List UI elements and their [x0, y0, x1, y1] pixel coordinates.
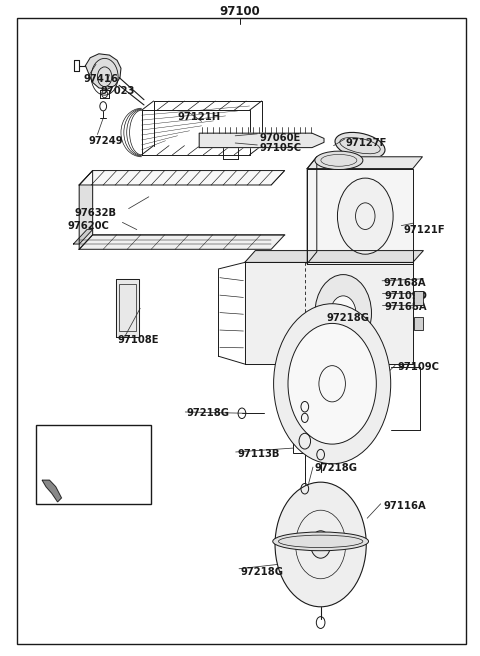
Text: 97100: 97100: [220, 5, 260, 18]
Circle shape: [274, 304, 391, 464]
Text: 97218G: 97218G: [326, 312, 370, 323]
Bar: [293, 430, 317, 453]
Text: 97620C: 97620C: [67, 221, 109, 232]
Text: 97109D: 97109D: [385, 291, 428, 301]
Circle shape: [275, 482, 366, 607]
Ellipse shape: [315, 151, 363, 169]
Polygon shape: [307, 157, 422, 169]
Polygon shape: [307, 157, 317, 264]
Polygon shape: [42, 480, 61, 502]
Polygon shape: [79, 235, 285, 249]
Polygon shape: [85, 54, 121, 89]
Text: 97176E: 97176E: [79, 482, 120, 491]
Text: 97632B: 97632B: [74, 207, 117, 218]
Ellipse shape: [335, 133, 385, 159]
Polygon shape: [116, 279, 139, 337]
Circle shape: [315, 275, 372, 352]
Text: 97249: 97249: [89, 136, 123, 146]
Text: 97168A: 97168A: [384, 278, 427, 289]
Text: 97060E: 97060E: [259, 133, 300, 143]
Circle shape: [337, 178, 393, 254]
Polygon shape: [307, 169, 413, 264]
Text: 97218G: 97218G: [314, 463, 358, 474]
Text: (FULL AUTO: (FULL AUTO: [63, 438, 124, 447]
Polygon shape: [245, 251, 423, 262]
Bar: [36, 425, 151, 504]
Circle shape: [330, 296, 356, 331]
Polygon shape: [73, 230, 93, 244]
Circle shape: [288, 323, 376, 444]
Text: 97105C: 97105C: [259, 142, 301, 153]
Text: 97127F: 97127F: [346, 138, 387, 148]
Bar: [414, 317, 423, 330]
Text: 97416: 97416: [84, 73, 119, 84]
Text: 97023: 97023: [101, 85, 135, 96]
Text: 97113B: 97113B: [238, 449, 280, 459]
Polygon shape: [79, 171, 285, 185]
Bar: [414, 291, 423, 304]
Polygon shape: [79, 171, 93, 249]
Bar: [119, 284, 136, 331]
Text: 97108E: 97108E: [118, 335, 159, 345]
Text: 97218G: 97218G: [241, 567, 284, 577]
Text: 97116A: 97116A: [383, 501, 426, 512]
Text: 97109C: 97109C: [397, 362, 440, 373]
Text: 97168A: 97168A: [385, 302, 428, 312]
Ellipse shape: [273, 532, 369, 550]
Polygon shape: [199, 133, 324, 148]
Polygon shape: [245, 262, 413, 364]
Text: A/CON): A/CON): [74, 451, 113, 462]
Text: 97121H: 97121H: [178, 112, 221, 122]
Text: 97121F: 97121F: [403, 224, 445, 235]
Circle shape: [311, 531, 331, 558]
Text: 97218G: 97218G: [186, 408, 229, 419]
